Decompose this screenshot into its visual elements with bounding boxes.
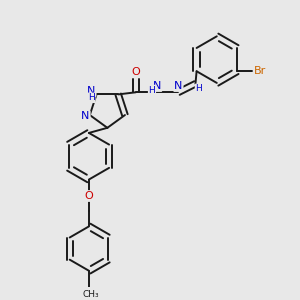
Text: O: O	[85, 191, 93, 201]
Text: N: N	[153, 81, 161, 91]
Text: O: O	[131, 68, 140, 77]
Text: H: H	[148, 85, 155, 94]
Text: CH₃: CH₃	[82, 290, 99, 298]
Text: H: H	[88, 93, 95, 102]
Text: N: N	[174, 81, 183, 91]
Text: N: N	[87, 86, 96, 96]
Text: Br: Br	[254, 66, 266, 76]
Text: H: H	[196, 84, 202, 93]
Text: N: N	[81, 112, 90, 122]
